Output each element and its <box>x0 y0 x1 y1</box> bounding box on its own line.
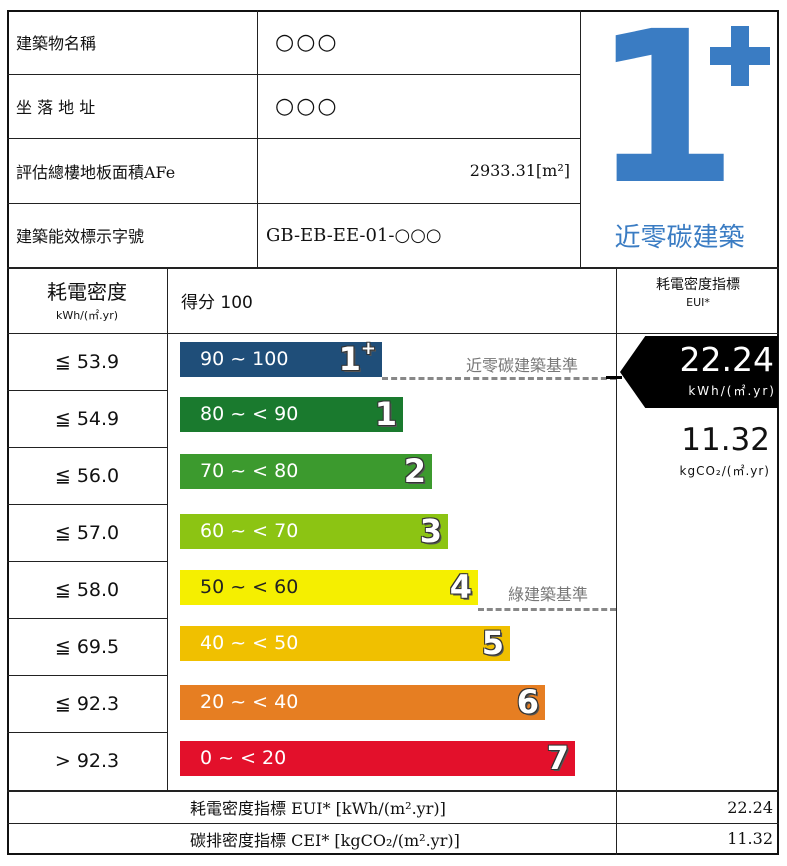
mark-number-label: 建築能效標示字號 <box>16 227 145 246</box>
grade-bar-grade: 5 <box>481 624 504 662</box>
grade-bar-grade: 3 <box>419 512 442 550</box>
row-divider <box>7 732 168 733</box>
eui-header: 耗電密度指標 EUI* <box>617 274 779 309</box>
address-label: 坐 落 地 址 <box>16 98 96 117</box>
row-divider <box>7 504 168 505</box>
floor-area-label: 評估總樓地板面積AFe <box>16 162 176 182</box>
address-value: ○○○ <box>275 93 339 119</box>
pointer-stem <box>606 376 622 379</box>
grade-bar-range: 70 ~ < 80 <box>200 460 299 482</box>
row-divider <box>7 618 168 619</box>
floor-area-value: 2933.31[m²] <box>469 161 570 180</box>
grade-bar-7: 0 ~ < 20 7 <box>180 739 575 777</box>
info-row-divider <box>7 203 580 204</box>
grade-bar-range: 90 ~ 100 <box>200 348 289 370</box>
grade-bar-range: 60 ~ < 70 <box>200 520 299 542</box>
badge-caption: 近零碳建築 <box>614 223 745 253</box>
score-label: 得分 100 <box>181 292 253 313</box>
threshold-cell: ≦ 58.0 <box>54 578 120 601</box>
footer-eui-label: 耗電密度指標 EUI* [kWh/(m².yr)] <box>190 799 446 818</box>
threshold-cell: ≦ 69.5 <box>54 635 120 658</box>
info-row-divider <box>7 138 580 139</box>
footer-divider <box>7 790 779 792</box>
grade-bar-range: 40 ~ < 50 <box>200 632 299 654</box>
cei-unit: kgCO₂/(㎡.yr) <box>679 464 770 478</box>
threshold-col-divider <box>167 267 168 790</box>
grade-bar-grade: 4 <box>449 568 472 606</box>
near-zero-reference-label: 近零碳建築基準 <box>466 356 579 375</box>
grade-bar-2: 70 ~ < 80 2 <box>180 452 432 490</box>
cei-value: 11.32 <box>681 422 770 458</box>
threshold-cell: > 92.3 <box>54 750 120 772</box>
row-divider <box>7 675 168 676</box>
grade-bar-3: 60 ~ < 70 3 <box>180 512 448 550</box>
footer-cei-label: 碳排密度指標 CEI* [kgCO₂/(m².yr)] <box>190 830 460 850</box>
building-name-value: ○○○ <box>275 29 339 55</box>
row-divider <box>7 390 168 391</box>
grade-bar-5: 40 ~ < 50 5 <box>180 624 510 662</box>
grade-bar-range: 0 ~ < 20 <box>200 747 287 769</box>
density-header-unit: kWh/(㎡.yr) <box>55 309 119 322</box>
density-header-label: 耗電密度 <box>47 280 127 304</box>
threshold-cell: ≦ 56.0 <box>54 464 120 487</box>
grade-bar-grade: 1 <box>374 395 397 433</box>
grade-badge: 1 近零碳建築 <box>582 4 777 265</box>
grade-bar-1: 80 ~ < 90 1 <box>180 395 403 433</box>
mark-number-value: GB-EB-EE-01-○○○ <box>266 224 442 246</box>
indicator-col-divider <box>616 267 617 855</box>
grade-bar-grade: 1+ <box>338 338 376 378</box>
grade-bar-4: 50 ~ < 60 4 <box>180 568 478 606</box>
footer-row-divider <box>7 823 779 824</box>
eui-pointer-unit: kWh/(㎡.yr) <box>688 384 776 398</box>
threshold-cell: ≦ 92.3 <box>54 692 120 715</box>
row-divider <box>7 561 168 562</box>
info-row-divider <box>7 74 580 75</box>
grade-bar-range: 80 ~ < 90 <box>200 403 299 425</box>
grade-bar-grade: 2 <box>403 452 426 490</box>
grade-bar-1-plus: 90 ~ 100 1+ <box>180 338 382 378</box>
section-divider <box>7 267 779 269</box>
building-name-label: 建築物名稱 <box>16 34 97 53</box>
footer-cei-value: 11.32 <box>727 829 773 848</box>
row-divider <box>7 447 168 448</box>
green-reference-line <box>478 608 616 611</box>
grade-bar-range: 50 ~ < 60 <box>200 576 299 598</box>
eui-header-label: 耗電密度指標 <box>656 277 740 293</box>
threshold-cell: ≦ 53.9 <box>54 350 120 373</box>
eui-pointer-value: 22.24 <box>679 340 774 379</box>
grade-bar-range: 20 ~ < 40 <box>200 691 299 713</box>
footer-eui-value: 22.24 <box>727 797 773 817</box>
near-zero-reference-line <box>382 377 616 380</box>
grade-bar-6: 20 ~ < 40 6 <box>180 683 545 721</box>
eui-pointer <box>620 336 778 408</box>
density-header: 耗電密度 kWh/(㎡.yr) <box>7 270 167 323</box>
grade-bar-grade: 6 <box>516 683 539 721</box>
threshold-cell: ≦ 57.0 <box>54 521 120 544</box>
green-reference-label: 綠建築基準 <box>508 585 589 604</box>
eui-header-sub: EUI* <box>686 296 710 309</box>
badge-divider <box>580 10 581 267</box>
grade-bar-grade: 7 <box>546 739 569 777</box>
header-row-divider <box>7 333 779 334</box>
plus-icon <box>710 26 770 86</box>
badge-grade: 1 <box>592 0 739 231</box>
label-frame <box>7 10 779 855</box>
threshold-cell: ≦ 54.9 <box>54 407 120 430</box>
